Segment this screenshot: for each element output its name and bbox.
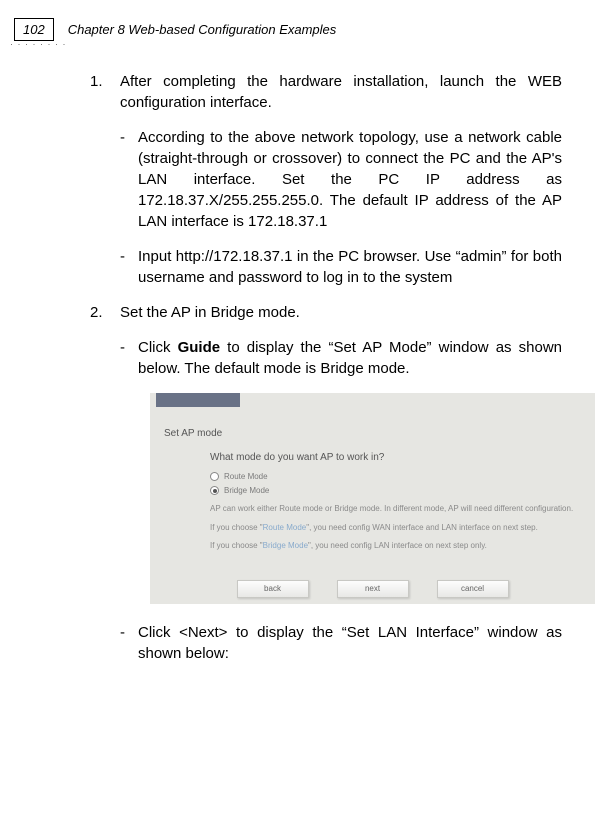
chapter-title: Chapter 8 Web-based Configuration Exampl… — [68, 22, 337, 37]
set-ap-mode-window: Set AP mode What mode do you want AP to … — [150, 393, 595, 604]
step-2-number: 2. — [90, 302, 120, 323]
guide-bold: Guide — [178, 339, 221, 356]
screenshot-container: Set AP mode What mode do you want AP to … — [150, 393, 562, 604]
step-2b: - Click <Next> to display the “Set LAN I… — [120, 622, 562, 664]
step-1b: - Input http://172.18.37.1 in the PC bro… — [120, 246, 562, 288]
bridge-mode-link: Bridge Mode — [263, 541, 308, 550]
next-button[interactable]: next — [337, 580, 409, 598]
back-button[interactable]: back — [237, 580, 309, 598]
mode-question: What mode do you want AP to work in? — [210, 451, 595, 465]
bridge-mode-option[interactable]: Bridge Mode — [210, 485, 595, 496]
step-1a: - According to the above network topolog… — [120, 127, 562, 232]
window-tab — [156, 393, 240, 407]
radio-icon — [210, 486, 219, 495]
cancel-button[interactable]: cancel — [437, 580, 509, 598]
route-mode-label: Route Mode — [224, 471, 268, 482]
step-2a-text: Click Guide to display the “Set AP Mode”… — [138, 337, 562, 379]
dash: - — [120, 127, 138, 232]
panel-title: Set AP mode — [164, 427, 595, 441]
note-2: If you choose "Route Mode", you need con… — [210, 523, 595, 533]
step-2-text: Set the AP in Bridge mode. — [120, 302, 300, 323]
main-content: 1. After completing the hardware install… — [0, 49, 612, 664]
button-row: back next cancel — [150, 570, 595, 604]
note-1: AP can work either Route mode or Bridge … — [210, 504, 595, 514]
page-header: 102 Chapter 8 Web-based Configuration Ex… — [0, 0, 612, 41]
bridge-mode-label: Bridge Mode — [224, 485, 269, 496]
step-2b-text: Click <Next> to display the “Set LAN Int… — [138, 622, 562, 664]
step-2: 2. Set the AP in Bridge mode. — [90, 302, 562, 323]
header-dots: · · · · · · · · — [0, 39, 612, 49]
route-mode-link: Route Mode — [263, 523, 307, 532]
step-1a-text: According to the above network topology,… — [138, 127, 562, 232]
page-number: 102 — [14, 18, 54, 41]
note-3: If you choose "Bridge Mode", you need co… — [210, 541, 595, 551]
route-mode-option[interactable]: Route Mode — [210, 471, 595, 482]
step-1-text: After completing the hardware installati… — [120, 71, 562, 113]
radio-icon — [210, 472, 219, 481]
step-2a: - Click Guide to display the “Set AP Mod… — [120, 337, 562, 379]
dash: - — [120, 246, 138, 288]
dash: - — [120, 622, 138, 664]
step-1: 1. After completing the hardware install… — [90, 71, 562, 113]
dash: - — [120, 337, 138, 379]
step-1-number: 1. — [90, 71, 120, 113]
step-1b-text: Input http://172.18.37.1 in the PC brows… — [138, 246, 562, 288]
